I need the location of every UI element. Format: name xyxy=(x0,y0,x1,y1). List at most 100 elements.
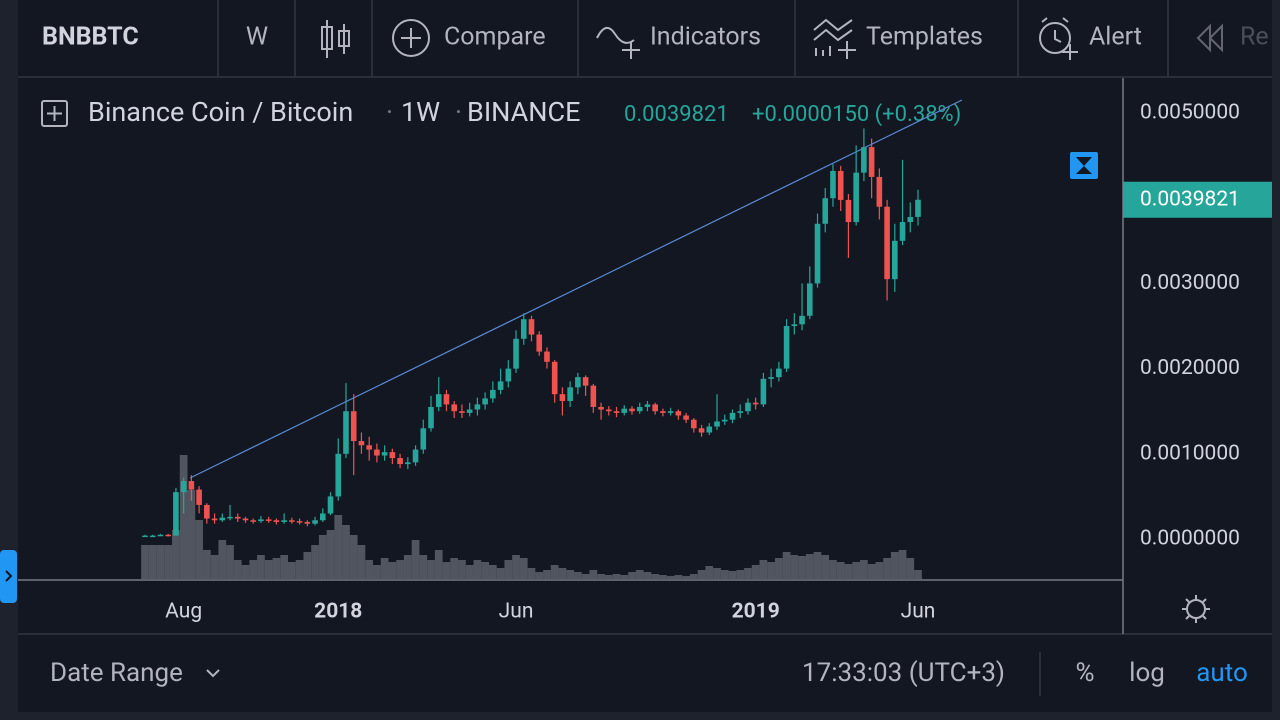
candle-body xyxy=(714,421,720,427)
volume-bar xyxy=(860,560,868,580)
volume-bar xyxy=(380,558,389,580)
volume-bar xyxy=(264,560,273,580)
compare-button[interactable]: Compare xyxy=(444,23,546,52)
volume-bar xyxy=(202,550,211,580)
volume-bar xyxy=(813,552,822,580)
candle-body xyxy=(629,408,635,412)
auto-toggle[interactable]: auto xyxy=(1196,658,1248,688)
volume-bar xyxy=(535,572,544,580)
volume-bar xyxy=(303,552,312,580)
volume-bar xyxy=(311,545,319,580)
compare-icon[interactable] xyxy=(392,19,430,57)
indicators-button[interactable]: Indicators xyxy=(650,23,761,52)
volume-bar xyxy=(280,555,289,580)
candle-body xyxy=(706,426,713,433)
volume-bar xyxy=(628,572,636,580)
candle-body xyxy=(180,481,187,493)
y-tick-label: 0.0000000 xyxy=(1140,527,1240,551)
settings-icon[interactable] xyxy=(1182,595,1210,623)
indicators-icon[interactable] xyxy=(596,27,640,59)
volume-bar xyxy=(589,570,598,580)
volume-bar xyxy=(705,566,714,580)
candle-body xyxy=(497,381,504,390)
clock: 17:33:03 (UTC+3) xyxy=(802,658,1005,688)
legend-toggle[interactable] xyxy=(41,100,68,127)
candle-body xyxy=(258,519,264,522)
last-price: 0.0039821 xyxy=(624,102,729,127)
replay-button[interactable]: Re xyxy=(1240,23,1269,52)
volume-bar xyxy=(728,571,737,580)
candle-body xyxy=(482,398,488,405)
date-range-chevron xyxy=(206,669,220,678)
volume-bar xyxy=(798,556,806,580)
chart-type-icon[interactable] xyxy=(321,20,350,58)
volume-bar xyxy=(349,535,358,580)
candle-body xyxy=(861,147,867,173)
candle-body xyxy=(791,324,798,327)
candle-body xyxy=(466,409,473,413)
candle-body xyxy=(884,206,890,280)
candle-body xyxy=(211,518,218,521)
candle-body xyxy=(428,406,434,429)
alert-icon[interactable] xyxy=(1039,17,1078,60)
candle-body xyxy=(845,199,852,223)
candle-body xyxy=(366,445,372,450)
volume-bar xyxy=(512,555,520,580)
candle-body xyxy=(737,411,744,413)
volume-bar xyxy=(566,570,575,580)
volume-bar xyxy=(187,490,196,580)
candle-body xyxy=(822,198,829,224)
alert-button[interactable]: Alert xyxy=(1089,23,1142,52)
volume-bar xyxy=(883,558,891,580)
candle-body xyxy=(776,368,782,378)
candle-body xyxy=(660,411,666,413)
x-tick-label: 2018 xyxy=(314,600,362,624)
candle-body xyxy=(892,240,898,280)
candle-body xyxy=(520,319,527,339)
volume-bar xyxy=(906,558,915,580)
log-toggle[interactable]: log xyxy=(1129,658,1165,688)
candle-body xyxy=(242,518,249,521)
templates-icon[interactable] xyxy=(813,18,856,59)
percent-toggle[interactable]: % xyxy=(1075,658,1094,688)
symbol[interactable]: BNBBTC xyxy=(42,23,139,52)
volume-bar xyxy=(241,565,250,580)
scroll-marker[interactable] xyxy=(1070,152,1098,179)
candle-body xyxy=(296,521,303,523)
volume-bar xyxy=(558,568,567,580)
y-tick-label: 0.0010000 xyxy=(1140,441,1240,465)
volume-bar xyxy=(427,560,435,580)
candle-body xyxy=(397,458,403,465)
last-price-tag xyxy=(1123,181,1272,218)
volume-bar xyxy=(388,562,397,580)
volume-bar xyxy=(527,568,536,580)
volume-bar xyxy=(659,575,667,580)
interval-button[interactable]: W xyxy=(246,23,268,52)
candle-body xyxy=(806,283,813,316)
volume-bar xyxy=(612,574,621,580)
volume-bar xyxy=(334,515,343,580)
side-panel-toggle[interactable] xyxy=(0,550,17,603)
candle-body xyxy=(420,428,427,450)
candle-body xyxy=(675,411,682,416)
volume-bar xyxy=(148,545,157,580)
volume-bar xyxy=(744,568,752,580)
candle-body xyxy=(250,520,257,522)
trend-line[interactable] xyxy=(189,99,963,479)
volume-bar xyxy=(403,555,412,580)
volume-bar xyxy=(342,525,350,580)
candle-body xyxy=(876,176,883,207)
volume-bar xyxy=(875,562,884,580)
volume-bar xyxy=(604,575,613,580)
volume-bar xyxy=(419,555,428,580)
volume-bar xyxy=(581,574,590,580)
volume-bar xyxy=(226,545,234,580)
candle-body xyxy=(899,222,906,241)
volume-bar xyxy=(481,562,489,580)
volume-bar xyxy=(249,560,258,580)
templates-button[interactable]: Templates xyxy=(866,23,983,52)
candle-body xyxy=(319,513,326,521)
volume-bar xyxy=(898,550,907,580)
replay-icon[interactable] xyxy=(1196,23,1223,53)
date-range-button[interactable]: Date Range xyxy=(50,658,183,688)
